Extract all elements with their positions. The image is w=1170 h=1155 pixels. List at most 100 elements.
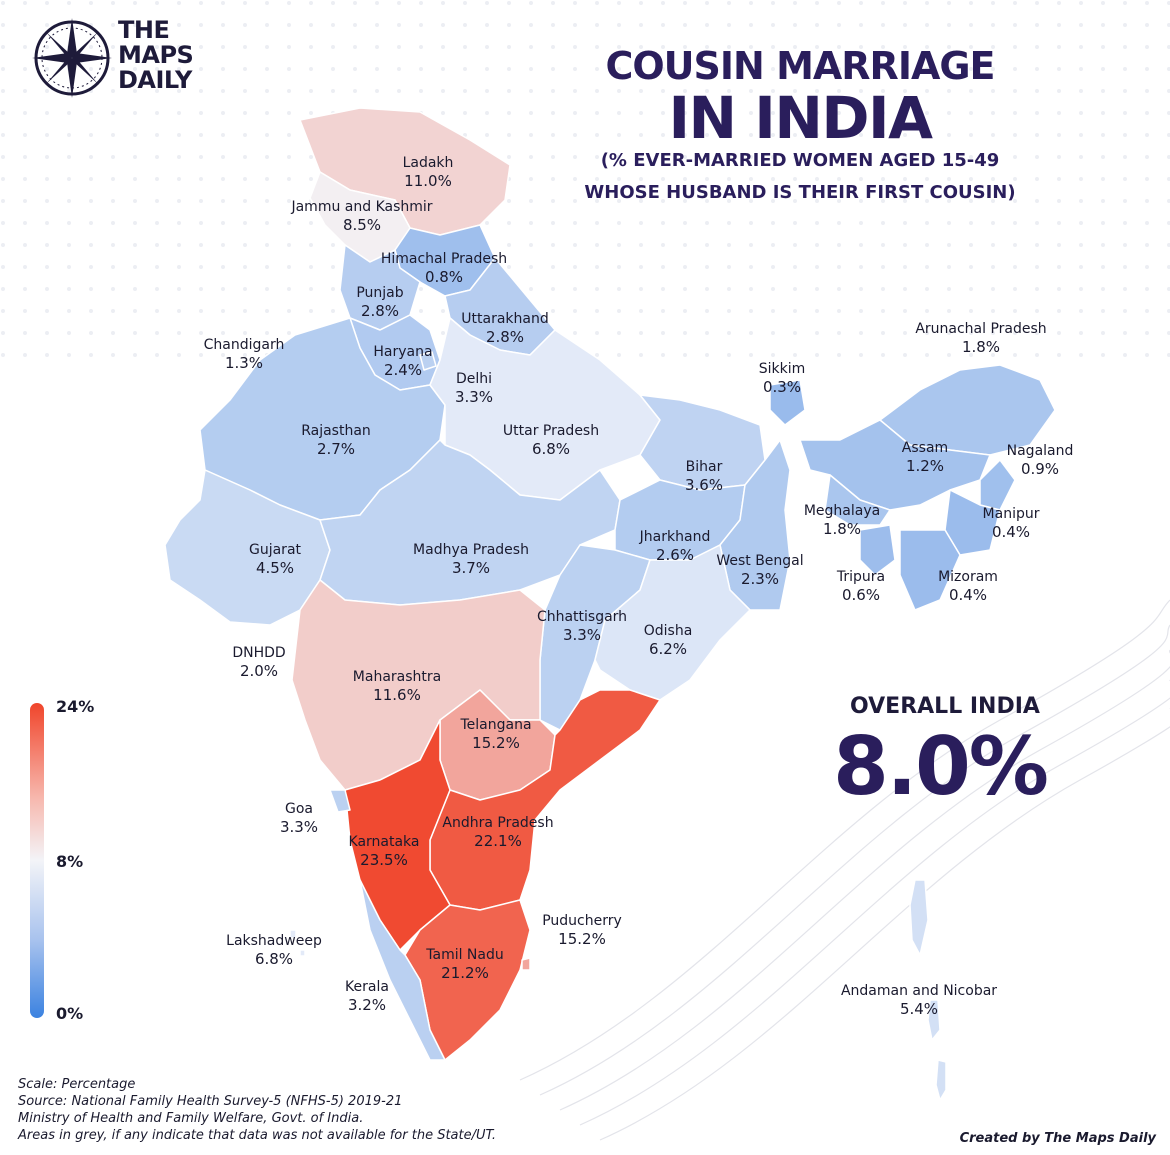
label-delhi: Delhi 3.3%	[455, 370, 493, 406]
label-ladakh-name: Ladakh	[402, 155, 454, 171]
label-andhra-pradesh: Andhra Pradesh 22.1%	[442, 814, 553, 850]
region-odisha	[594, 544, 751, 701]
region-goa	[329, 789, 351, 813]
label-chandigarh-value: 1.3%	[224, 354, 264, 372]
label-punjab: Punjab 2.8%	[356, 284, 403, 320]
label-manipur-value: 0.4%	[991, 523, 1031, 541]
label-nagaland-value: 0.9%	[1020, 460, 1060, 478]
label-andaman-and-nicobar: Andaman and Nicobar 5.4%	[841, 982, 997, 1018]
label-jammu-and-kashmir-value: 8.5%	[342, 216, 382, 234]
label-rajasthan-name: Rajasthan	[301, 423, 371, 439]
label-gujarat-value: 4.5%	[255, 559, 295, 577]
legend-min: 0%	[56, 1004, 84, 1023]
label-sikkim: Sikkim 0.3%	[759, 360, 806, 396]
label-nagaland: Nagaland 0.9%	[1007, 442, 1074, 478]
label-west-bengal: West Bengal 2.3%	[716, 552, 803, 588]
label-chhattisgarh-name: Chhattisgarh	[536, 609, 628, 625]
label-manipur: Manipur 0.4%	[983, 505, 1040, 541]
credit: Created by The Maps Daily	[959, 1131, 1156, 1146]
label-gujarat: Gujarat 4.5%	[249, 541, 301, 577]
region-mizoram	[899, 529, 961, 611]
label-mizoram: Mizoram 0.4%	[938, 568, 998, 604]
label-chhattisgarh: Chhattisgarh 3.3%	[537, 608, 627, 644]
region-lakshadweep	[289, 929, 306, 957]
overall-value: 8.0%	[833, 720, 1049, 813]
label-lakshadweep-value: 6.8%	[254, 950, 294, 968]
label-gujarat-name: Gujarat	[248, 542, 302, 558]
label-tripura-name: Tripura	[836, 569, 886, 585]
title-line-1: COUSIN MARRIAGE	[605, 44, 995, 88]
label-himachal-pradesh-name: Himachal Pradesh	[380, 251, 508, 267]
label-uttarakhand-name: Uttarakhand	[461, 311, 549, 327]
label-uttar-pradesh: Uttar Pradesh 6.8%	[503, 422, 599, 458]
label-karnataka-name: Karnataka	[348, 834, 420, 850]
label-rajasthan: Rajasthan 2.7%	[301, 422, 371, 458]
label-haryana-value: 2.4%	[383, 361, 423, 379]
region-kerala	[359, 879, 446, 1061]
region-sikkim	[769, 379, 806, 426]
label-jharkhand-value: 2.6%	[655, 546, 695, 564]
label-goa: Goa 3.3%	[280, 800, 318, 836]
label-uttar-pradesh-value: 6.8%	[531, 440, 571, 458]
label-odisha-name: Odisha	[643, 623, 693, 639]
label-tripura: Tripura 0.6%	[837, 568, 885, 604]
label-karnataka-value: 23.5%	[360, 851, 408, 869]
label-goa-name: Goa	[284, 801, 313, 817]
label-andhra-pradesh-name: Andhra Pradesh	[442, 815, 554, 831]
region-west-bengal	[719, 439, 791, 611]
label-punjab-name: Punjab	[356, 285, 404, 301]
label-madhya-pradesh: Madhya Pradesh 3.7%	[413, 541, 529, 577]
overall-label: OVERALL INDIA	[850, 694, 1040, 719]
label-jammu-and-kashmir: Jammu and Kashmir 8.5%	[291, 198, 432, 234]
footer-scale: Scale: Percentage	[18, 1077, 136, 1092]
subtitle-line-2: WHOSE HUSBAND IS THEIR FIRST COUSIN)	[584, 182, 1016, 203]
legend-max: 24%	[56, 697, 95, 716]
region-meghalaya	[824, 474, 891, 526]
label-meghalaya: Meghalaya 1.8%	[804, 502, 880, 538]
label-tripura-value: 0.6%	[841, 586, 881, 604]
label-west-bengal-value: 2.3%	[740, 570, 780, 588]
label-dnhdd-name: DNHDD	[232, 645, 286, 661]
label-madhya-pradesh-value: 3.7%	[451, 559, 491, 577]
label-tamil-nadu-value: 21.2%	[441, 964, 489, 982]
label-puducherry: Puducherry 15.2%	[542, 912, 622, 948]
region-nagaland	[979, 459, 1016, 511]
label-andhra-pradesh-value: 22.1%	[474, 832, 522, 850]
label-telangana-value: 15.2%	[472, 734, 520, 752]
label-chandigarh: Chandigarh 1.3%	[204, 336, 285, 372]
label-dnhdd-value: 2.0%	[239, 662, 279, 680]
label-tamil-nadu: Tamil Nadu 21.2%	[426, 946, 504, 982]
label-telangana-name: Telangana	[460, 717, 532, 733]
label-sikkim-value: 0.3%	[762, 378, 802, 396]
label-mizoram-name: Mizoram	[938, 569, 998, 585]
subtitle-line-1: (% EVER-MARRIED WOMEN AGED 15-49	[600, 150, 1000, 171]
label-jharkhand: Jharkhand 2.6%	[640, 528, 711, 564]
label-odisha: Odisha 6.2%	[644, 622, 693, 658]
label-maharashtra-name: Maharashtra	[352, 669, 442, 685]
label-himachal-pradesh-value: 0.8%	[424, 268, 464, 286]
label-arunachal-pradesh: Arunachal Pradesh 1.8%	[915, 320, 1046, 356]
title-line-2: IN INDIA	[668, 84, 933, 152]
label-manipur-name: Manipur	[982, 506, 1040, 522]
label-puducherry-value: 15.2%	[558, 930, 606, 948]
label-lakshadweep: Lakshadweep 6.8%	[226, 932, 322, 968]
label-jharkhand-name: Jharkhand	[639, 529, 711, 545]
label-maharashtra-value: 11.6%	[373, 686, 421, 704]
label-uttarakhand-value: 2.8%	[485, 328, 525, 346]
label-andaman-and-nicobar-name: Andaman and Nicobar	[840, 983, 998, 999]
region-punjab	[339, 244, 421, 331]
label-delhi-value: 3.3%	[454, 388, 494, 406]
label-haryana: Haryana 2.4%	[373, 343, 432, 379]
label-meghalaya-value: 1.8%	[822, 520, 862, 538]
label-chandigarh-name: Chandigarh	[203, 337, 285, 353]
footer-ministry: Ministry of Health and Family Welfare, G…	[18, 1111, 364, 1126]
label-assam: Assam 1.2%	[902, 439, 948, 475]
label-assam-value: 1.2%	[905, 457, 945, 475]
label-puducherry-name: Puducherry	[542, 913, 622, 929]
region-gujarat	[164, 469, 331, 626]
label-rajasthan-value: 2.7%	[316, 440, 356, 458]
label-bihar-name: Bihar	[685, 459, 723, 475]
label-madhya-pradesh-name: Madhya Pradesh	[413, 542, 529, 558]
